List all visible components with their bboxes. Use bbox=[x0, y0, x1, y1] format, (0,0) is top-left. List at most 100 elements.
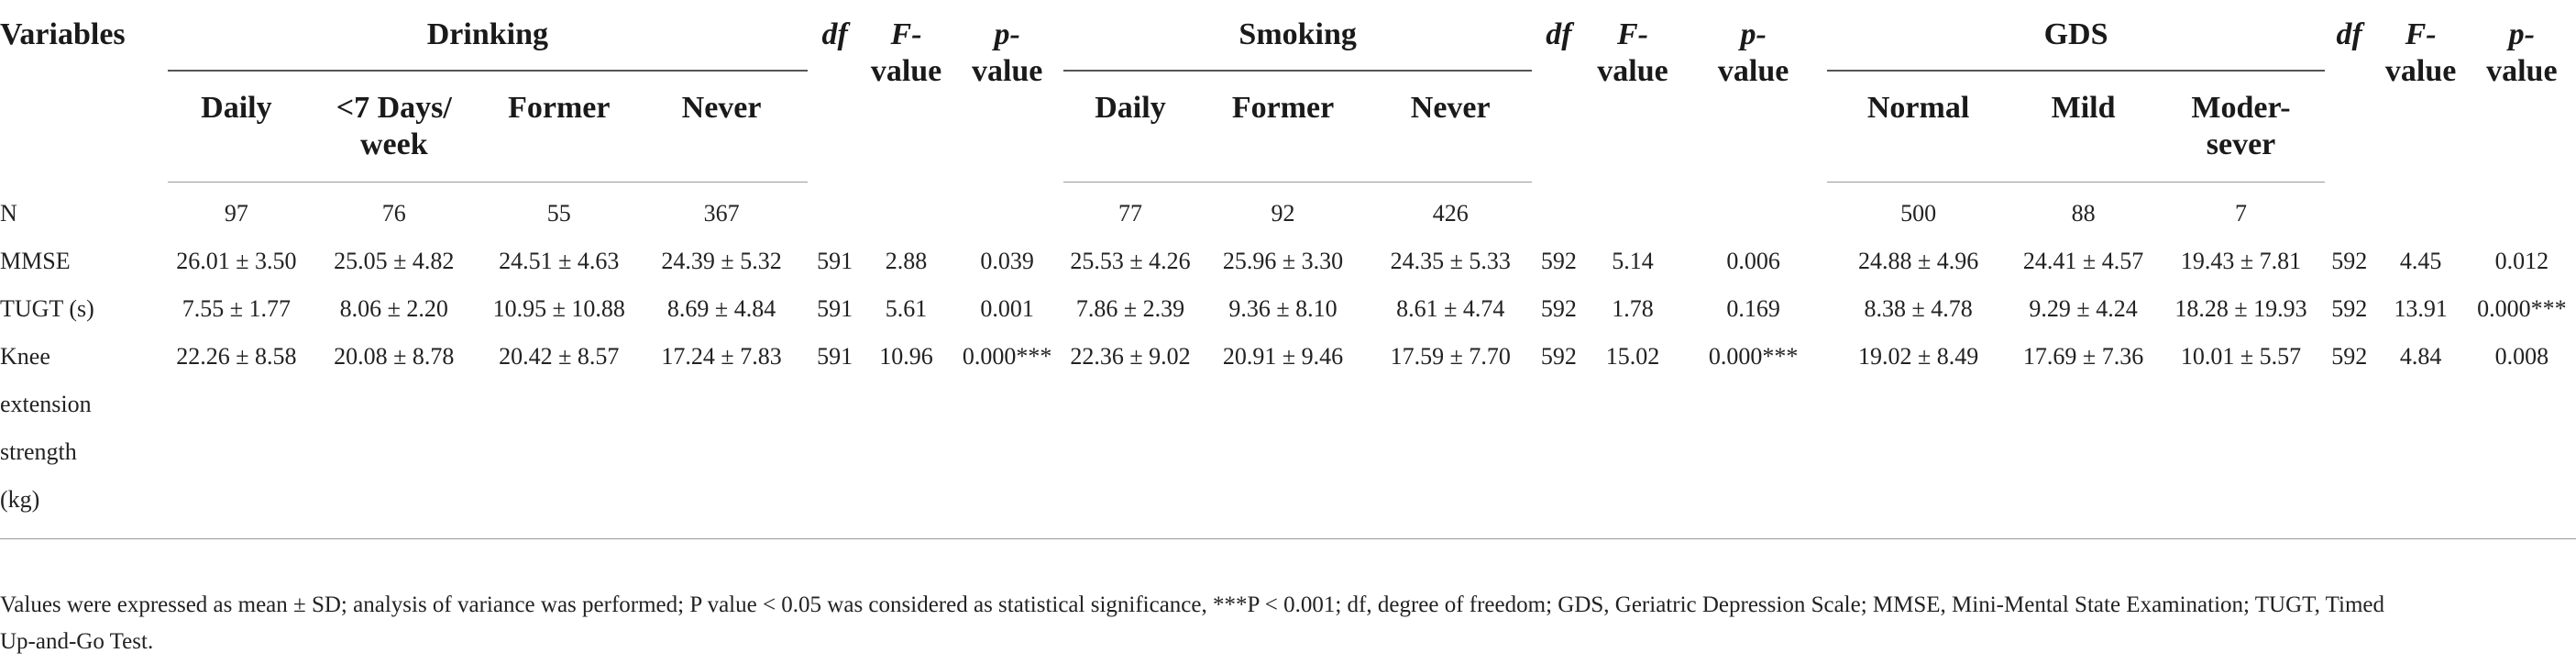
table-cell: 592 bbox=[2324, 333, 2374, 539]
table-cell: 10.01 ± 5.57 bbox=[2157, 333, 2325, 539]
table-cell: 92 bbox=[1271, 200, 1295, 227]
table-cell: 5.14 bbox=[1612, 248, 1654, 274]
table-cell: 591 bbox=[817, 248, 853, 274]
table-cell: 76 bbox=[381, 200, 406, 227]
table-cell bbox=[1679, 183, 1827, 238]
table-cell: 426 bbox=[1432, 200, 1469, 227]
table-cell: 9.29 ± 4.24 bbox=[2029, 295, 2138, 322]
table-cell: 592 bbox=[2331, 248, 2368, 274]
gds-f-header: F-value bbox=[2384, 17, 2457, 88]
smoking-df-header: df bbox=[1546, 17, 1572, 51]
table-cell: 24.39 ± 5.32 bbox=[661, 248, 782, 274]
table-cell bbox=[951, 183, 1064, 238]
drinking-former-header: Former bbox=[482, 73, 636, 183]
table-cell: 0.000*** bbox=[1679, 333, 1828, 539]
table-cell: 19.02 ± 8.49 bbox=[1827, 333, 2009, 539]
table-cell: 0.000*** bbox=[950, 333, 1064, 539]
table-cell: 0.006 bbox=[1726, 248, 1780, 274]
drinking-lt7days-header: <7 Days/week bbox=[305, 73, 483, 183]
table-cell: 0.012 bbox=[2494, 248, 2549, 274]
table-cell: 500 bbox=[1900, 200, 1937, 227]
table-cell bbox=[2468, 183, 2576, 238]
table-cell bbox=[1586, 183, 1679, 238]
smoking-f-header: F-value bbox=[1597, 17, 1668, 88]
table-cell: 19.43 ± 7.81 bbox=[2180, 248, 2302, 274]
table-row: N 97 76 55 367 77 92 426 500 88 7 bbox=[0, 183, 2576, 238]
gds-moderate-severe-header: Moder-sever bbox=[2157, 73, 2325, 183]
table-cell: 592 bbox=[2331, 295, 2368, 322]
table-cell: 20.42 ± 8.57 bbox=[482, 333, 636, 539]
table-row: Knee extension strength (kg) 22.26 ± 8.5… bbox=[0, 333, 2576, 539]
drinking-f-header: F-value bbox=[870, 17, 942, 88]
table-cell: 0.000*** bbox=[2477, 295, 2567, 322]
table-cell: 88 bbox=[2071, 200, 2096, 227]
table-cell: 24.51 ± 4.63 bbox=[499, 248, 620, 274]
gds-mild-header: Mild bbox=[2009, 73, 2158, 183]
row-label: MMSE bbox=[0, 248, 71, 274]
table-cell: 592 bbox=[1531, 333, 1586, 539]
gds-df-header: df bbox=[2336, 17, 2362, 51]
table-cell: 4.84 bbox=[2373, 333, 2468, 539]
table-cell: 20.08 ± 8.78 bbox=[305, 333, 483, 539]
table-cell bbox=[2374, 183, 2468, 238]
table-cell: 10.96 bbox=[862, 333, 951, 539]
table-cell: 591 bbox=[817, 295, 853, 322]
table-cell: 7.55 ± 1.77 bbox=[182, 295, 292, 322]
results-table: Variables Drinking df F-value p-value Sm… bbox=[0, 0, 2576, 539]
table-cell bbox=[1532, 183, 1586, 238]
table-cell: 24.41 ± 4.57 bbox=[2022, 248, 2144, 274]
table-cell: 17.59 ± 7.70 bbox=[1369, 333, 1532, 539]
table-cell: 0.169 bbox=[1726, 295, 1780, 322]
drinking-never-header: Never bbox=[635, 73, 809, 183]
table-cell: 4.45 bbox=[2399, 248, 2442, 274]
row-label: Knee extension strength (kg) bbox=[0, 333, 168, 539]
table-cell: 24.35 ± 5.33 bbox=[1390, 248, 1511, 274]
smoking-daily-header: Daily bbox=[1063, 73, 1197, 183]
table-row: TUGT (s) 7.55 ± 1.77 8.06 ± 2.20 10.95 ±… bbox=[0, 285, 2576, 333]
table-cell: 592 bbox=[1540, 248, 1577, 274]
drinking-daily-header: Daily bbox=[167, 73, 306, 183]
table-cell: 5.61 bbox=[885, 295, 928, 322]
table-cell: 25.96 ± 3.30 bbox=[1222, 248, 1344, 274]
table-cell: 20.91 ± 9.46 bbox=[1196, 333, 1370, 539]
table-cell: 77 bbox=[1117, 200, 1142, 227]
table-cell: 13.91 bbox=[2394, 295, 2448, 322]
table-cell bbox=[808, 183, 862, 238]
table-cell: 8.61 ± 4.74 bbox=[1396, 295, 1505, 322]
gds-normal-header: Normal bbox=[1827, 73, 2009, 183]
table-cell: 26.01 ± 3.50 bbox=[176, 248, 297, 274]
drinking-p-header: p-value bbox=[971, 17, 1043, 88]
table-cell: 0.008 bbox=[2467, 333, 2576, 539]
table-cell: 7.86 ± 2.39 bbox=[1075, 295, 1185, 322]
footnote-line: Up-and-Go Test. bbox=[0, 629, 154, 654]
table-cell: 9.36 ± 8.10 bbox=[1228, 295, 1338, 322]
table-cell: 22.26 ± 8.58 bbox=[167, 333, 306, 539]
drinking-group-header: Drinking bbox=[167, 0, 809, 73]
table-cell: 8.38 ± 4.78 bbox=[1864, 295, 1973, 322]
table-row: MMSE 26.01 ± 3.50 25.05 ± 4.82 24.51 ± 4… bbox=[0, 238, 2576, 285]
table-cell: 8.69 ± 4.84 bbox=[666, 295, 776, 322]
table-cell: 367 bbox=[703, 200, 740, 227]
variables-header: Variables bbox=[0, 17, 126, 51]
table-cell: 15.02 bbox=[1585, 333, 1680, 539]
table-cell: 18.28 ± 19.93 bbox=[2174, 295, 2307, 322]
table-cell: 17.24 ± 7.83 bbox=[635, 333, 809, 539]
table-cell: 592 bbox=[1540, 295, 1577, 322]
table-footnote: Values were expressed as mean ± SD; anal… bbox=[0, 587, 2558, 660]
gds-p-header: p-value bbox=[2486, 17, 2558, 88]
drinking-df-header: df bbox=[821, 17, 848, 51]
table-cell: 8.06 ± 2.20 bbox=[339, 295, 448, 322]
table-cell: 25.53 ± 4.26 bbox=[1070, 248, 1191, 274]
footnote-line: Values were expressed as mean ± SD; anal… bbox=[0, 592, 2385, 617]
table-cell: 0.039 bbox=[980, 248, 1034, 274]
smoking-group-header: Smoking bbox=[1063, 0, 1532, 73]
table-cell bbox=[862, 183, 951, 238]
table-cell: 22.36 ± 9.02 bbox=[1063, 333, 1197, 539]
table-cell: 97 bbox=[224, 200, 248, 227]
smoking-p-header: p-value bbox=[1717, 17, 1789, 88]
table-cell: 1.78 bbox=[1612, 295, 1654, 322]
table-cell bbox=[2325, 183, 2374, 238]
table-cell: 7 bbox=[2235, 200, 2247, 227]
table-cell: 591 bbox=[808, 333, 863, 539]
gds-group-header: GDS bbox=[1827, 0, 2325, 73]
